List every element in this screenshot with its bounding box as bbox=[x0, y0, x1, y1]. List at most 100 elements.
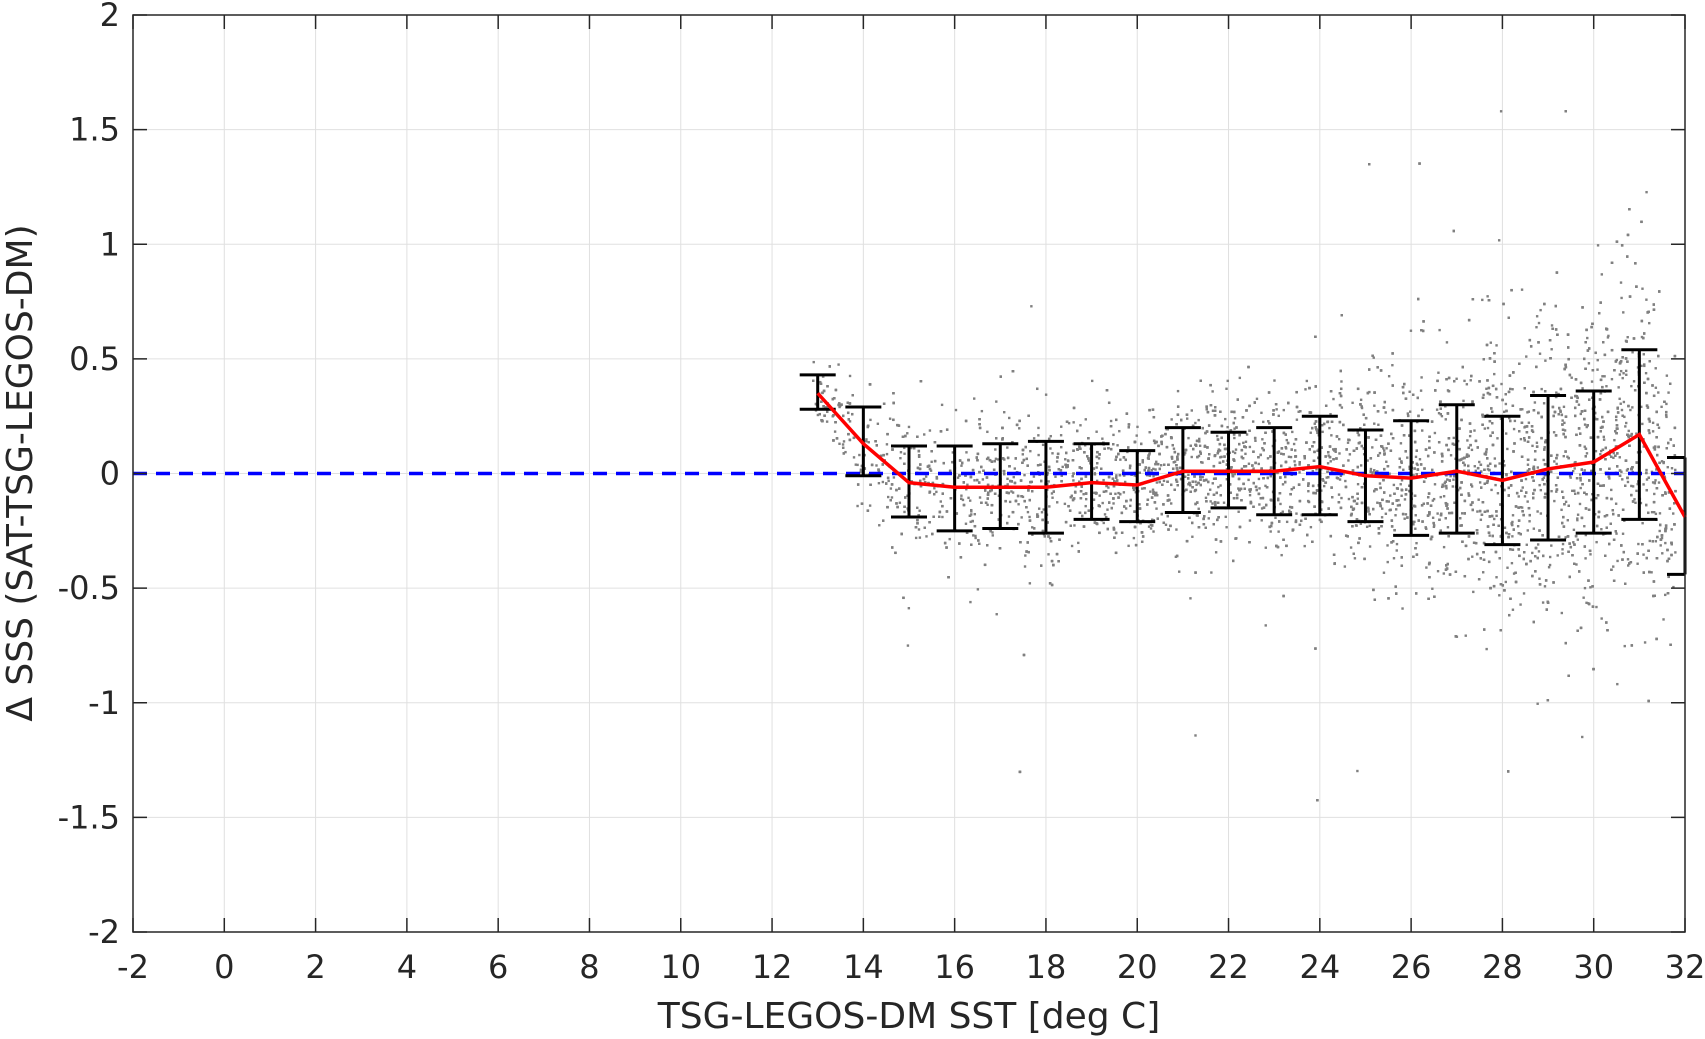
scatter-point bbox=[1321, 430, 1324, 434]
scatter-point bbox=[1511, 404, 1515, 407]
scatter-point bbox=[1322, 484, 1326, 488]
scatter-point bbox=[1237, 510, 1240, 513]
scatter-point bbox=[1614, 430, 1617, 433]
scatter-point bbox=[1373, 422, 1376, 425]
scatter-point bbox=[951, 451, 955, 454]
scatter-point bbox=[1496, 437, 1499, 440]
scatter-point bbox=[1645, 468, 1648, 472]
scatter-point bbox=[1209, 404, 1213, 407]
scatter-point bbox=[970, 513, 973, 516]
scatter-point bbox=[1432, 524, 1436, 527]
scatter-point bbox=[1122, 491, 1126, 494]
scatter-point bbox=[1369, 467, 1373, 471]
scatter-point bbox=[1382, 447, 1385, 450]
scatter-point bbox=[918, 536, 922, 539]
scatter-point bbox=[1123, 480, 1127, 484]
scatter-point bbox=[1029, 449, 1032, 453]
scatter-point bbox=[1291, 430, 1294, 434]
scatter-point bbox=[1503, 464, 1506, 467]
scatter-point bbox=[1562, 405, 1566, 409]
scatter-point bbox=[1537, 321, 1541, 325]
scatter-point bbox=[1298, 463, 1301, 466]
scatter-point bbox=[1548, 555, 1552, 559]
scatter-point bbox=[1640, 364, 1643, 368]
scatter-point bbox=[1596, 244, 1600, 247]
scatter-point bbox=[1650, 510, 1654, 514]
scatter-point bbox=[1380, 516, 1384, 519]
scatter-point bbox=[1255, 397, 1259, 401]
scatter-point bbox=[1463, 379, 1466, 383]
scatter-point bbox=[1542, 458, 1545, 462]
scatter-point bbox=[1298, 471, 1301, 474]
scatter-point bbox=[1023, 565, 1027, 568]
scatter-point bbox=[1415, 541, 1418, 545]
scatter-point bbox=[1017, 503, 1020, 506]
scatter-point bbox=[1403, 382, 1406, 386]
scatter-point bbox=[868, 504, 872, 507]
scatter-point bbox=[831, 397, 834, 401]
scatter-point bbox=[1152, 475, 1155, 478]
scatter-point bbox=[1479, 518, 1483, 521]
scatter-point bbox=[1550, 324, 1554, 327]
scatter-point bbox=[1397, 499, 1400, 502]
scatter-point bbox=[1486, 295, 1489, 298]
scatter-point bbox=[1115, 474, 1118, 477]
scatter-point bbox=[1101, 501, 1104, 505]
scatter-point bbox=[1260, 519, 1263, 522]
scatter-point bbox=[1394, 514, 1397, 517]
scatter-point bbox=[1482, 393, 1485, 397]
scatter-point bbox=[918, 509, 921, 512]
scatter-point bbox=[1626, 467, 1630, 471]
scatter-point bbox=[974, 534, 977, 538]
scatter-point bbox=[1451, 485, 1455, 488]
scatter-point bbox=[1506, 566, 1509, 569]
scatter-point bbox=[1185, 417, 1189, 420]
scatter-point bbox=[1138, 503, 1141, 506]
scatter-point bbox=[878, 524, 881, 527]
scatter-point bbox=[1448, 511, 1451, 515]
scatter-point bbox=[1353, 557, 1357, 560]
scatter-point bbox=[1044, 393, 1048, 396]
scatter-point bbox=[1619, 281, 1623, 284]
scatter-point bbox=[1525, 543, 1528, 546]
scatter-point bbox=[838, 404, 842, 408]
scatter-point bbox=[1550, 544, 1553, 547]
scatter-point bbox=[1612, 565, 1615, 568]
scatter-point bbox=[1360, 406, 1364, 410]
scatter-point bbox=[1643, 364, 1646, 368]
scatter-point bbox=[820, 400, 823, 403]
scatter-point bbox=[1634, 501, 1637, 504]
scatter-point bbox=[1569, 545, 1573, 549]
scatter-point bbox=[1620, 408, 1624, 412]
scatter-point bbox=[819, 382, 823, 385]
scatter-point bbox=[1654, 479, 1657, 482]
scatter-point bbox=[1277, 414, 1280, 418]
scatter-point bbox=[1590, 380, 1594, 383]
scatter-point bbox=[1493, 372, 1496, 376]
scatter-point bbox=[1176, 484, 1179, 487]
scatter-point bbox=[928, 521, 931, 524]
scatter-point bbox=[1432, 525, 1436, 529]
scatter-point bbox=[1237, 487, 1240, 490]
scatter-point bbox=[1244, 446, 1248, 449]
scatter-point bbox=[1471, 555, 1474, 558]
scatter-point bbox=[1170, 418, 1173, 421]
scatter-point bbox=[1403, 517, 1406, 520]
scatter-point bbox=[882, 453, 885, 457]
scatter-point bbox=[1536, 466, 1540, 469]
scatter-point bbox=[903, 452, 906, 455]
scatter-point bbox=[1384, 512, 1388, 515]
scatter-point bbox=[1084, 504, 1087, 508]
scatter-point bbox=[1640, 319, 1644, 323]
scatter-point bbox=[1200, 460, 1203, 464]
scatter-point bbox=[929, 469, 933, 472]
scatter-point bbox=[1627, 429, 1630, 433]
scatter-point bbox=[1233, 427, 1236, 430]
scatter-point bbox=[1327, 454, 1330, 457]
scatter-point bbox=[1051, 496, 1054, 499]
scatter-point bbox=[1047, 480, 1050, 483]
scatter-point bbox=[1274, 516, 1277, 520]
scatter-point bbox=[1665, 374, 1669, 377]
scatter-point bbox=[1607, 334, 1610, 338]
scatter-point bbox=[1519, 603, 1522, 606]
